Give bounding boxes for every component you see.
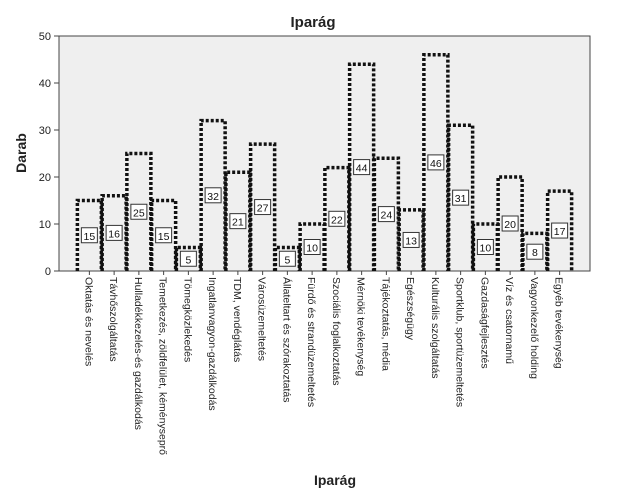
bar <box>125 151 153 271</box>
y-tick-label: 10 <box>39 219 51 231</box>
chart-title: Iparág <box>290 14 335 31</box>
data-label-box <box>155 227 173 244</box>
data-label: 21 <box>232 217 244 229</box>
x-tick-label: Mérnöki tevékenység <box>355 277 367 376</box>
data-label: 32 <box>207 191 219 203</box>
x-axis-title: Iparág <box>314 472 356 488</box>
bar <box>446 123 475 271</box>
data-label-box <box>303 239 321 255</box>
data-label: 22 <box>331 214 343 226</box>
y-tick-label: 30 <box>39 125 51 137</box>
data-label: 8 <box>532 247 538 259</box>
data-label-box <box>80 227 98 244</box>
bar <box>75 198 104 271</box>
data-label-box <box>278 250 296 267</box>
x-tick-label: Tömegközlekedés <box>181 277 193 362</box>
x-tick-label: Hulladékkezelés-és gazdálkodás <box>132 277 144 430</box>
y-tick-label: 0 <box>45 266 51 278</box>
bar <box>545 189 574 271</box>
y-axis-title: Darab <box>13 133 29 173</box>
x-tick-label: Tájékoztatás, média <box>379 277 391 371</box>
x-tick-label: Fürdő és strandüzemeltetés <box>305 277 317 407</box>
data-label: 25 <box>133 207 145 219</box>
data-label: 16 <box>108 228 120 240</box>
y-tick-label: 20 <box>39 172 51 184</box>
data-label: 46 <box>430 158 442 170</box>
x-tick-label: Sportklub, sportüzemeltetés <box>454 277 466 407</box>
data-label-box <box>130 203 148 220</box>
data-label-box <box>204 187 222 204</box>
x-tick-label: Temetkezés, zöldfelület, kéményseprő <box>157 277 169 455</box>
bar <box>521 231 549 271</box>
data-label: 15 <box>158 231 170 243</box>
x-tick-label: TDM, vendéglátás <box>231 277 243 362</box>
y-tick-label: 40 <box>39 78 51 90</box>
x-tick-label: Kulturális szolgáltatás <box>429 277 441 379</box>
data-label-box <box>254 199 272 216</box>
bar <box>149 198 178 271</box>
data-label: 13 <box>405 235 417 247</box>
data-label-box <box>179 250 197 267</box>
data-label: 5 <box>185 254 191 266</box>
bar <box>273 245 302 271</box>
x-tick-label: Egészségügy <box>404 277 416 341</box>
bar <box>174 245 203 271</box>
data-label: 44 <box>356 163 368 175</box>
data-label-box <box>501 215 519 232</box>
x-tick-label: Víz és csatornamű <box>503 277 515 364</box>
x-tick-label: Távhőszolgáltatás <box>107 277 119 362</box>
x-tick-label: Szociális foglalkoztatás <box>330 277 342 386</box>
data-label: 24 <box>381 210 393 222</box>
plot-area <box>58 35 591 272</box>
x-tick-label: Állateltart és szórakoztatás <box>280 277 293 402</box>
data-label-box <box>105 224 123 241</box>
data-label: 17 <box>554 226 566 238</box>
bars-group: 15 16 25 15 5 32 21 27 5 10 22 44 24 13 46 31 10 20 8 17 <box>75 53 574 271</box>
x-tick-label: Gazdaságfejlesztés <box>478 277 490 369</box>
data-label-box <box>353 159 371 176</box>
data-label-box <box>476 239 494 255</box>
data-label: 5 <box>284 254 290 266</box>
bar <box>496 175 524 271</box>
y-tick-label: 50 <box>39 31 51 43</box>
x-tick-label: Városüzemeltetés <box>256 277 268 361</box>
data-label: 15 <box>84 231 96 243</box>
bar <box>323 165 351 271</box>
data-label: 27 <box>257 203 269 215</box>
x-tick-label: Egyéb tevékenység <box>553 277 565 369</box>
data-label-box <box>551 222 569 239</box>
bar <box>199 118 227 271</box>
data-label-box <box>452 189 470 206</box>
data-label: 20 <box>504 219 516 231</box>
data-label-box <box>377 206 395 223</box>
data-label: 31 <box>455 193 467 205</box>
data-label: 10 <box>480 243 492 255</box>
x-tick-label: Oktatás és nevelés <box>82 277 94 366</box>
data-label-box <box>402 231 420 248</box>
data-label-box <box>229 213 247 230</box>
x-tick-label: Ingatlanvagyon-gazdálkodás <box>206 277 218 411</box>
bar <box>372 156 401 271</box>
data-label-box <box>328 210 346 227</box>
data-label-box <box>427 154 445 171</box>
data-label-box <box>526 243 544 260</box>
data-label: 10 <box>306 243 318 255</box>
x-axis-labels: Oktatás és nevelés Távhőszolgáltatás Hulla… <box>82 271 565 455</box>
x-tick-label: Vagyonkezelő holding <box>528 277 540 379</box>
y-axis-ticks: 0 10 20 30 40 50 <box>39 31 59 278</box>
bar <box>224 170 252 271</box>
